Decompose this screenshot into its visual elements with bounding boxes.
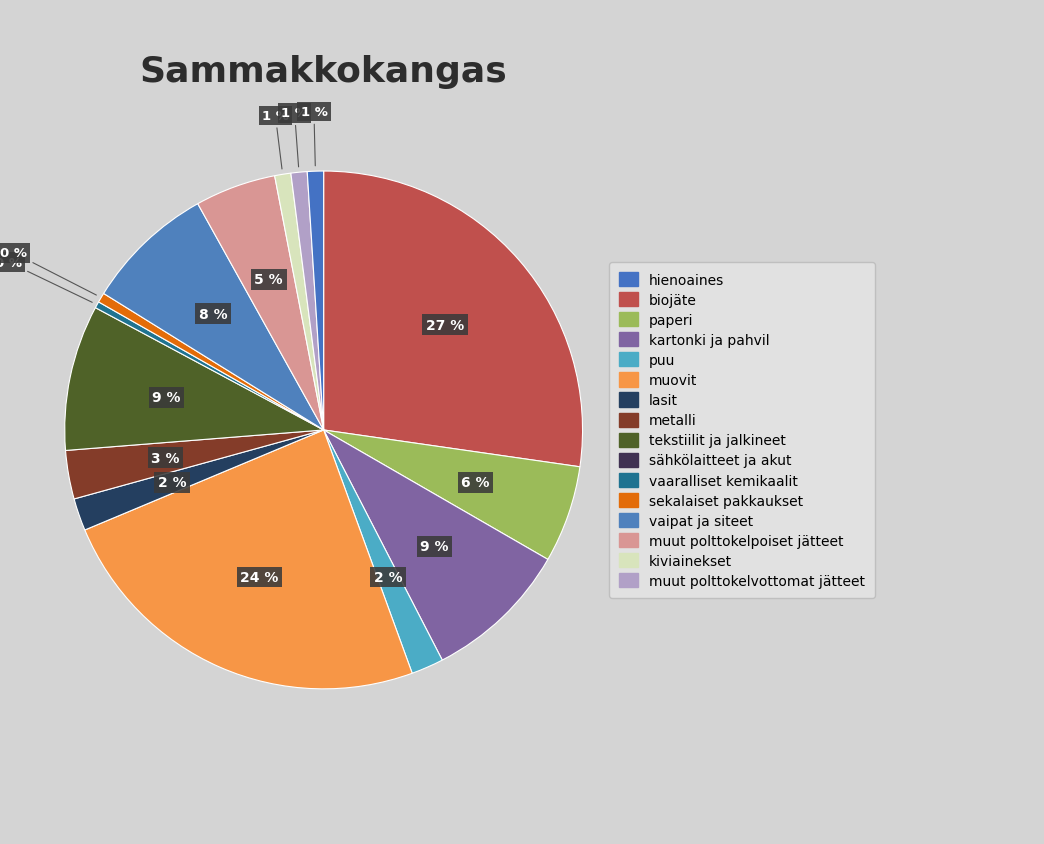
Wedge shape <box>275 174 324 430</box>
Title: Sammakkokangas: Sammakkokangas <box>140 55 507 89</box>
Text: 2 %: 2 % <box>158 476 186 490</box>
Text: 27 %: 27 % <box>426 318 465 333</box>
Text: 1 %: 1 % <box>301 106 328 166</box>
Text: 8 %: 8 % <box>198 307 228 322</box>
Text: 9 %: 9 % <box>420 539 449 554</box>
Wedge shape <box>95 302 324 430</box>
Legend: hienoaines, biojäte, paperi, kartonki ja pahvil, puu, muovit, lasit, metalli, te: hienoaines, biojäte, paperi, kartonki ja… <box>609 262 875 598</box>
Wedge shape <box>307 172 324 430</box>
Wedge shape <box>98 294 324 430</box>
Wedge shape <box>66 430 324 500</box>
Wedge shape <box>103 204 324 430</box>
Wedge shape <box>324 430 443 674</box>
Text: 1 %: 1 % <box>262 110 289 170</box>
Wedge shape <box>324 172 583 468</box>
Wedge shape <box>65 308 324 451</box>
Text: 24 %: 24 % <box>240 571 279 584</box>
Text: 3 %: 3 % <box>151 452 180 465</box>
Text: 2 %: 2 % <box>374 571 402 584</box>
Text: 5 %: 5 % <box>255 273 283 287</box>
Wedge shape <box>324 430 579 560</box>
Text: 0 %: 0 % <box>0 247 96 295</box>
Wedge shape <box>197 176 324 430</box>
Text: 0 %: 0 % <box>0 257 92 303</box>
Wedge shape <box>324 430 548 660</box>
Wedge shape <box>85 430 412 689</box>
Text: 6 %: 6 % <box>461 476 490 490</box>
Text: 9 %: 9 % <box>152 391 181 404</box>
Wedge shape <box>291 172 324 430</box>
Text: 1 %: 1 % <box>281 107 308 168</box>
Wedge shape <box>74 430 324 530</box>
